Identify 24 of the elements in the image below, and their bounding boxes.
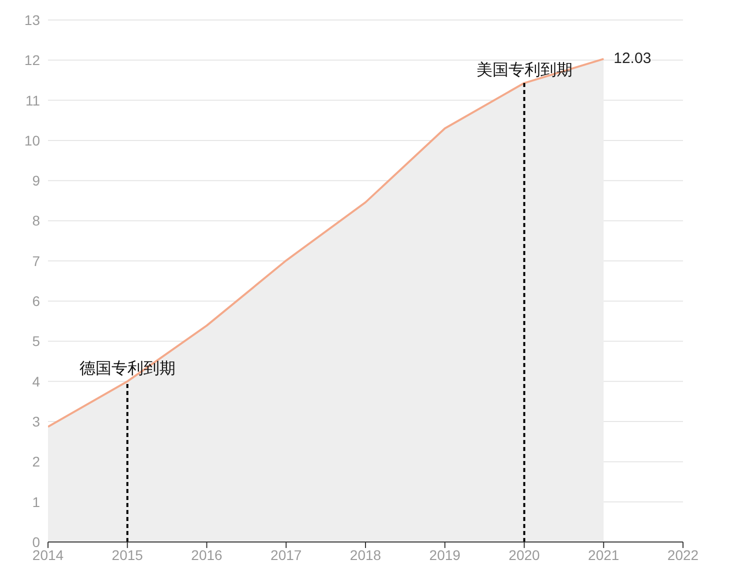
ref-line-label: 美国专利到期 bbox=[476, 60, 572, 80]
y-tick-label: 11 bbox=[25, 92, 40, 108]
y-tick-label: 5 bbox=[32, 333, 40, 350]
y-tick-label: 13 bbox=[24, 12, 40, 28]
y-tick-label: 1 bbox=[32, 494, 40, 510]
y-tick-label: 2 bbox=[32, 454, 40, 470]
y-tick-label: 12 bbox=[24, 52, 40, 68]
x-tick-label: 2020 bbox=[508, 546, 540, 563]
x-tick-label: 2016 bbox=[191, 546, 223, 563]
x-tick-label: 2018 bbox=[350, 546, 382, 563]
y-tick-label: 3 bbox=[32, 414, 40, 430]
x-tick-label: 2022 bbox=[667, 546, 699, 563]
x-tick-label: 2019 bbox=[429, 546, 461, 563]
ref-line-label: 德国专利到期 bbox=[79, 358, 176, 378]
data-label: 12.03 bbox=[614, 50, 652, 67]
y-tick-label: 6 bbox=[32, 293, 40, 310]
x-tick-label: 2021 bbox=[588, 546, 620, 563]
y-tick-label: 7 bbox=[32, 252, 40, 269]
x-tick-label: 2015 bbox=[112, 546, 144, 563]
y-tick-label: 4 bbox=[32, 373, 40, 390]
y-tick-label: 10 bbox=[24, 132, 40, 148]
y-tick-label: 8 bbox=[32, 212, 40, 229]
x-tick-label: 2017 bbox=[270, 546, 302, 563]
y-tick-label: 9 bbox=[32, 172, 40, 189]
